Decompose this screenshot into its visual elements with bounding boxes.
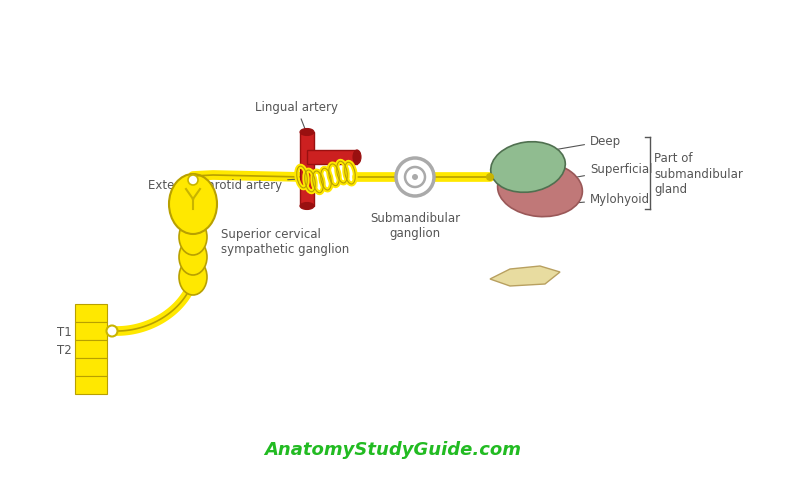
Text: Superior cervical
sympathetic ganglion: Superior cervical sympathetic ganglion [221, 227, 349, 256]
Text: T1: T1 [57, 325, 72, 338]
Circle shape [405, 167, 425, 188]
Circle shape [106, 326, 117, 337]
Bar [307, 151, 357, 165]
Ellipse shape [169, 175, 217, 235]
Ellipse shape [179, 259, 207, 295]
Ellipse shape [300, 129, 314, 136]
Ellipse shape [490, 142, 565, 193]
Bar [75, 322, 107, 340]
Text: External carotid artery: External carotid artery [148, 178, 297, 191]
Text: Deep: Deep [533, 135, 621, 154]
Text: Lingual artery: Lingual artery [255, 101, 338, 132]
Bar [75, 358, 107, 376]
Circle shape [396, 159, 434, 197]
Text: Superficial: Superficial [558, 163, 652, 181]
Ellipse shape [179, 220, 207, 256]
Bar [75, 340, 107, 358]
Text: AnatomyStudyGuide.com: AnatomyStudyGuide.com [265, 440, 521, 458]
Bar [75, 304, 107, 322]
Bar [75, 376, 107, 394]
Ellipse shape [498, 162, 582, 217]
Polygon shape [490, 267, 560, 287]
Circle shape [188, 176, 198, 186]
Ellipse shape [300, 203, 314, 210]
Bar [300, 133, 314, 207]
Text: Mylohyoid: Mylohyoid [543, 193, 650, 206]
Ellipse shape [353, 151, 361, 165]
Text: Part of
submandibular
gland: Part of submandibular gland [654, 152, 743, 195]
Circle shape [486, 174, 494, 182]
Text: Submandibular
ganglion: Submandibular ganglion [370, 212, 460, 240]
Ellipse shape [179, 240, 207, 275]
Circle shape [412, 175, 418, 181]
Text: T2: T2 [57, 343, 72, 356]
